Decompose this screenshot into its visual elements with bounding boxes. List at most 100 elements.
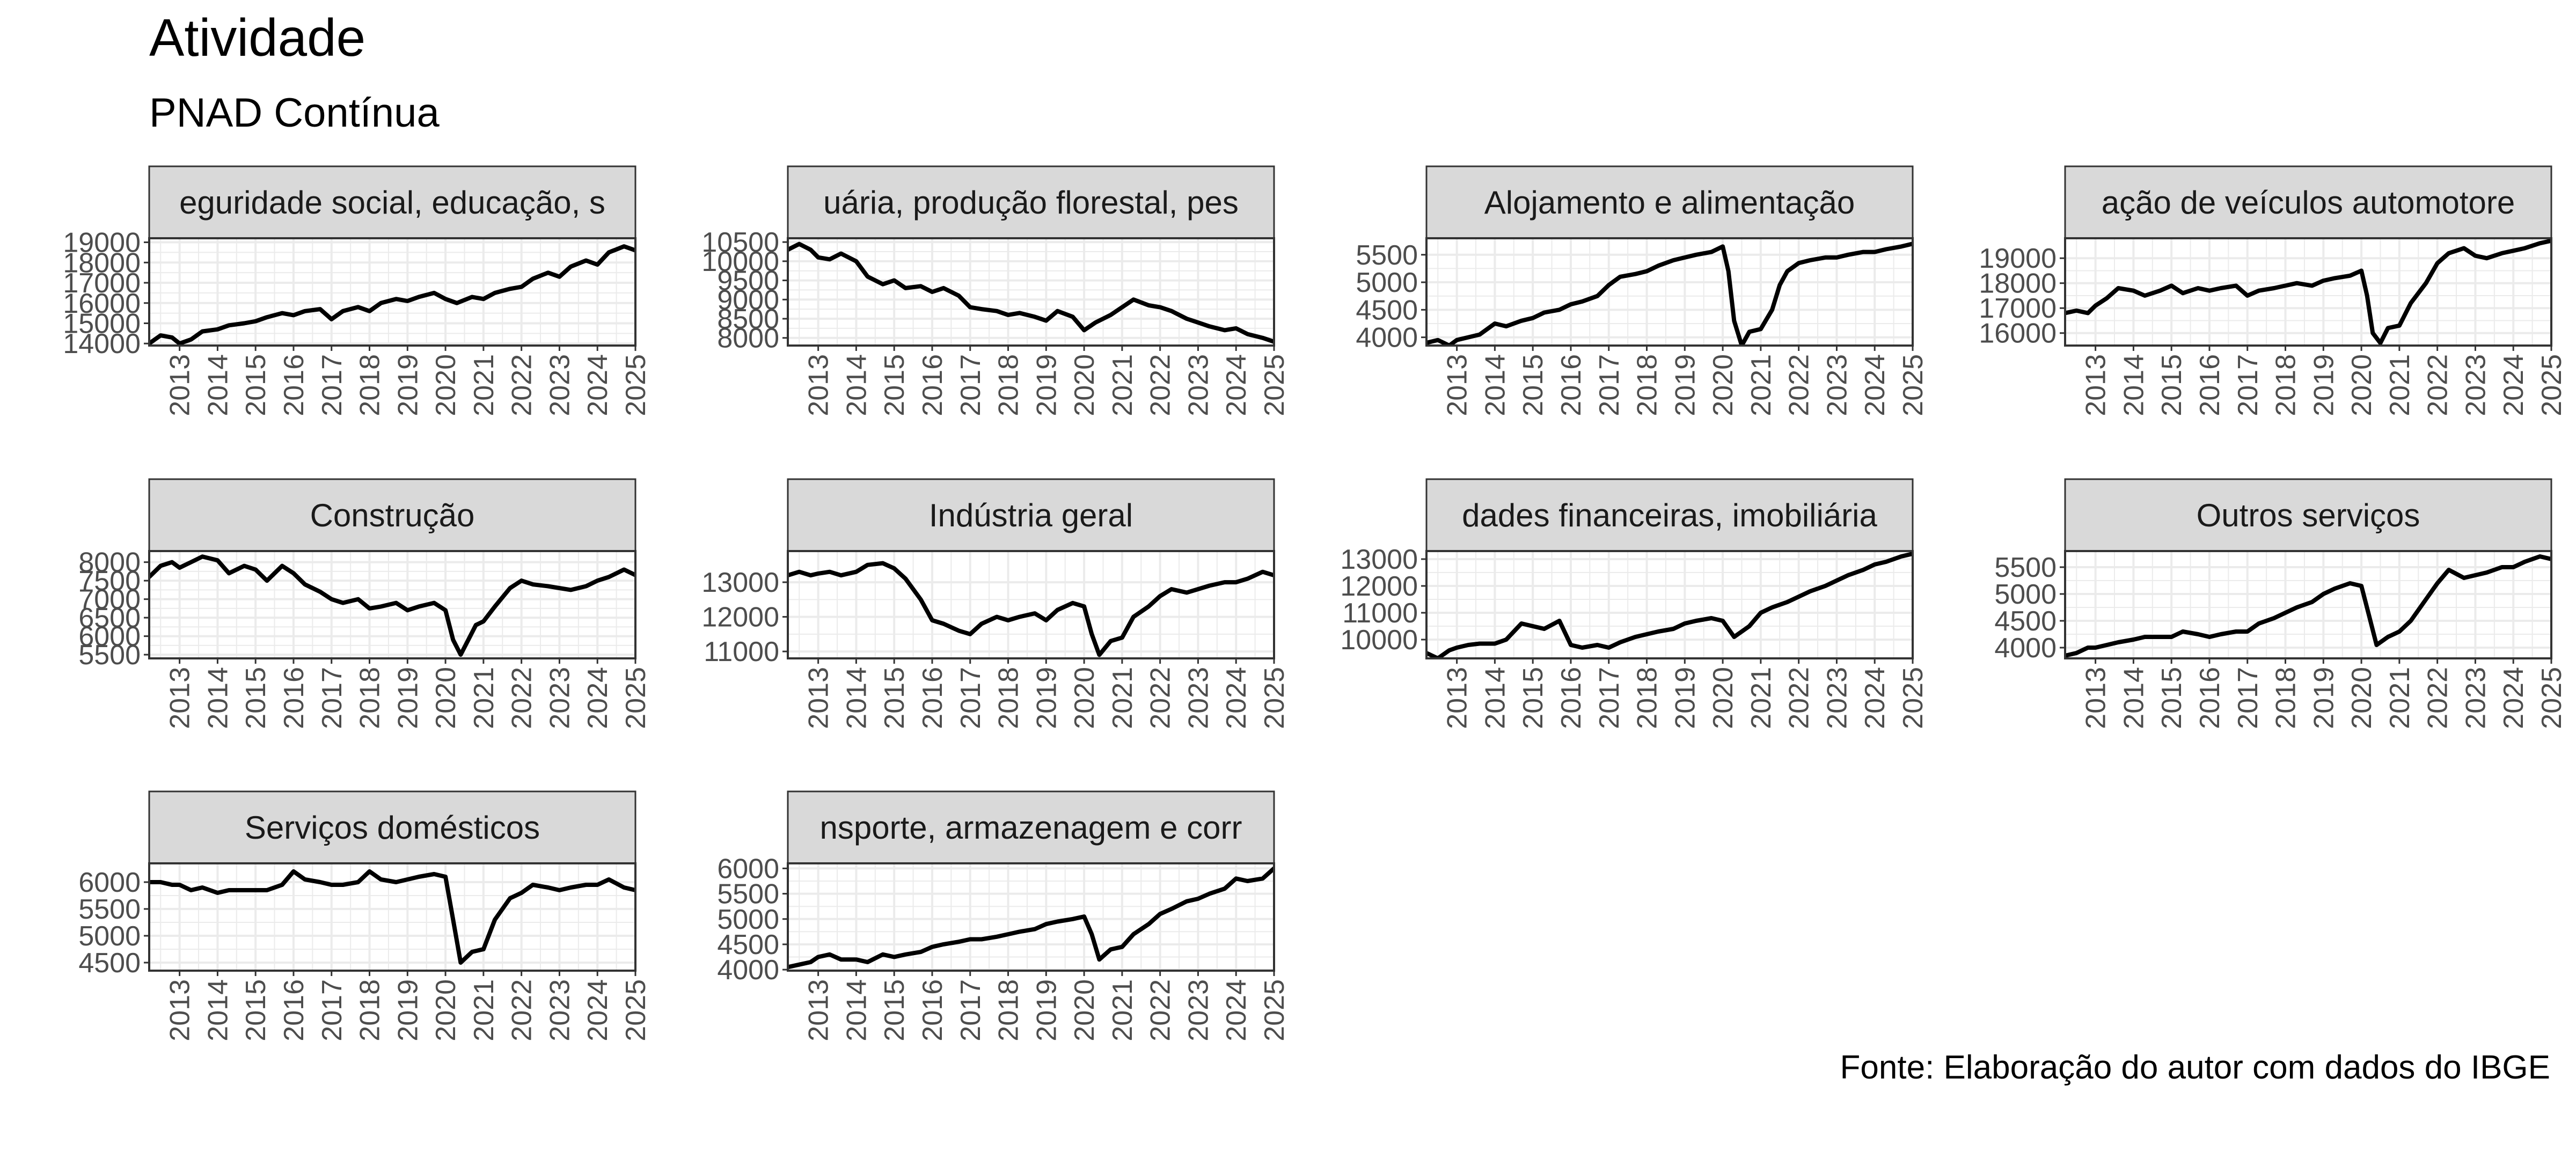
x-tick-label: 2025 (1898, 667, 1929, 729)
x-tick-label: 2018 (1632, 354, 1663, 416)
x-tick-label: 2018 (2271, 354, 2302, 416)
x-tick-label: 2022 (1145, 979, 1176, 1041)
y-tick-label: 4500 (717, 929, 779, 960)
x-tick-label: 2014 (202, 667, 233, 729)
x-tick-label: 2013 (2081, 667, 2112, 729)
y-tick-label: 5000 (78, 921, 141, 952)
x-tick-label: 2023 (544, 667, 575, 729)
x-tick-label: 2018 (993, 979, 1024, 1041)
x-tick-label: 2019 (392, 979, 423, 1041)
facet-strip (1425, 478, 1914, 552)
y-tick-label: 14000 (63, 328, 141, 360)
y-tick-label: 4000 (717, 955, 779, 986)
series-line (2065, 238, 2551, 346)
y-tick-label: 5500 (717, 879, 779, 910)
y-tick-label: 8000 (78, 547, 141, 578)
x-tick-label: 2016 (2194, 667, 2226, 729)
x-tick-label: 2017 (317, 354, 348, 416)
x-tick-label: 2018 (993, 354, 1024, 416)
facet-strip (2064, 165, 2552, 239)
x-tick-label: 2024 (1860, 667, 1891, 729)
x-tick-label: 2022 (507, 667, 538, 729)
facet-strip (1425, 165, 1914, 239)
facet-strip (2064, 478, 2552, 552)
x-tick-label: 2023 (544, 979, 575, 1041)
y-tick-label: 5500 (78, 894, 141, 925)
x-tick-label: 2022 (1145, 354, 1176, 416)
x-tick-label: 2025 (1259, 979, 1290, 1041)
x-tick-label: 2016 (279, 667, 310, 729)
x-tick-label: 2013 (1442, 667, 1473, 729)
x-tick-label: 2019 (2308, 354, 2339, 416)
facet-strip-label: nsporte, armazenagem e corr (819, 810, 1242, 846)
x-tick-label: 2015 (879, 354, 910, 416)
y-tick-label: 12000 (1340, 571, 1418, 602)
x-tick-label: 2021 (1107, 979, 1138, 1041)
y-tick-label: 6000 (717, 853, 779, 884)
chart-caption: Fonte: Elaboração do autor com dados do … (1840, 1049, 2550, 1086)
x-tick-label: 2017 (317, 667, 348, 729)
y-tick-label: 16000 (1979, 318, 2057, 349)
x-tick-label: 2017 (2233, 354, 2264, 416)
x-tick-label: 2019 (1031, 667, 1062, 729)
y-tick-label: 4500 (1994, 606, 2057, 637)
y-tick-label: 11000 (1342, 598, 1418, 629)
x-tick-label: 2016 (279, 354, 310, 416)
y-tick-label: 10000 (1340, 625, 1418, 656)
x-tick-label: 2018 (355, 354, 386, 416)
x-tick-label: 2018 (355, 667, 386, 729)
x-tick-label: 2021 (1107, 354, 1138, 416)
x-tick-label: 2017 (955, 979, 986, 1041)
y-tick-label: 12000 (701, 602, 779, 633)
x-tick-label: 2023 (1821, 667, 1853, 729)
chart-title: Atividade (149, 8, 365, 67)
y-tick-label: 19000 (63, 228, 141, 259)
facet-strip-label: Outros serviços (2197, 497, 2420, 533)
x-tick-label: 2019 (1031, 979, 1062, 1041)
x-tick-label: 2024 (1221, 354, 1252, 416)
x-tick-label: 2015 (2156, 354, 2187, 416)
x-tick-label: 2020 (1708, 354, 1739, 416)
y-tick-label: 4000 (1994, 633, 2057, 664)
y-tick-label: 8000 (717, 323, 779, 354)
y-tick-label: 6000 (78, 621, 141, 652)
panel-border (787, 550, 1275, 659)
facet-strip (148, 165, 636, 239)
x-tick-label: 2023 (1183, 667, 1214, 729)
x-tick-label: 2025 (620, 354, 652, 416)
x-tick-label: 2021 (1746, 667, 1777, 729)
x-tick-label: 2014 (2118, 667, 2149, 729)
plot-background (788, 551, 1274, 658)
x-tick-label: 2016 (917, 667, 948, 729)
x-tick-label: 2020 (1069, 979, 1100, 1041)
x-tick-label: 2018 (993, 667, 1024, 729)
x-tick-label: 2024 (1860, 354, 1891, 416)
x-tick-label: 2014 (1480, 667, 1511, 729)
x-tick-label: 2014 (1480, 354, 1511, 416)
y-tick-label: 16000 (63, 288, 141, 319)
series-line (149, 244, 635, 346)
x-tick-label: 2015 (1518, 354, 1549, 416)
facet-strip-label: uária, produção florestal, pes (823, 185, 1239, 221)
y-tick-label: 9000 (717, 284, 779, 316)
facet-strip (787, 165, 1275, 239)
x-tick-label: 2022 (1784, 667, 1815, 729)
y-tick-label: 5000 (1356, 267, 1418, 298)
x-tick-label: 2022 (2423, 354, 2454, 416)
y-tick-label: 4000 (1356, 322, 1418, 354)
x-tick-label: 2015 (879, 667, 910, 729)
y-tick-label: 10500 (701, 227, 779, 258)
x-tick-label: 2023 (1183, 979, 1214, 1041)
series-line (788, 866, 1274, 970)
x-tick-label: 2019 (392, 354, 423, 416)
facet-strip-label: eguridade social, educação, s (179, 185, 605, 221)
x-tick-label: 2019 (1670, 354, 1701, 416)
x-tick-label: 2019 (1031, 354, 1062, 416)
panel-border (148, 862, 636, 972)
facet-strip (787, 790, 1275, 864)
series-line (788, 561, 1274, 657)
